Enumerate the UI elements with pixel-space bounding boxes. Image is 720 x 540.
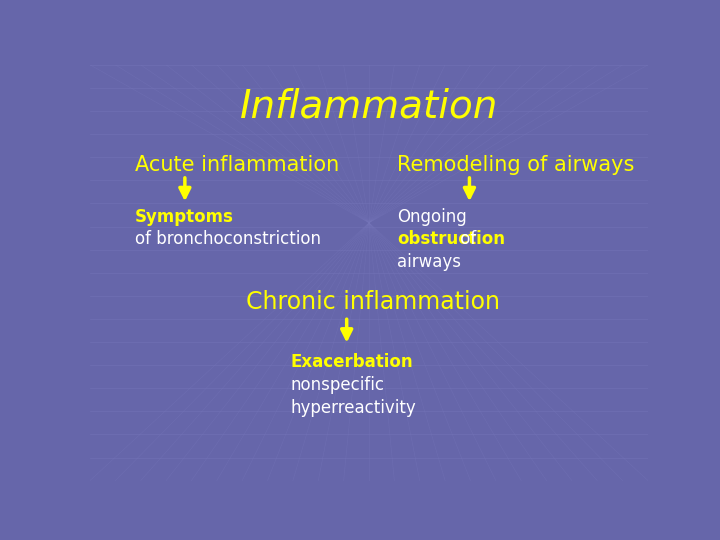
Text: Inflammation: Inflammation	[240, 87, 498, 125]
Text: Acute inflammation: Acute inflammation	[135, 154, 339, 174]
Text: of bronchoconstriction: of bronchoconstriction	[135, 231, 320, 248]
Text: Chronic inflammation: Chronic inflammation	[246, 290, 500, 314]
Text: obstruction: obstruction	[397, 231, 505, 248]
Text: Exacerbation: Exacerbation	[291, 353, 413, 371]
Text: Symptoms: Symptoms	[135, 207, 233, 226]
Text: hyperreactivity: hyperreactivity	[291, 399, 417, 417]
Text: nonspecific: nonspecific	[291, 376, 385, 394]
Text: Remodeling of airways: Remodeling of airways	[397, 154, 634, 174]
Text: Ongoing: Ongoing	[397, 207, 467, 226]
Text: of: of	[455, 231, 477, 248]
Text: airways: airways	[397, 253, 461, 271]
